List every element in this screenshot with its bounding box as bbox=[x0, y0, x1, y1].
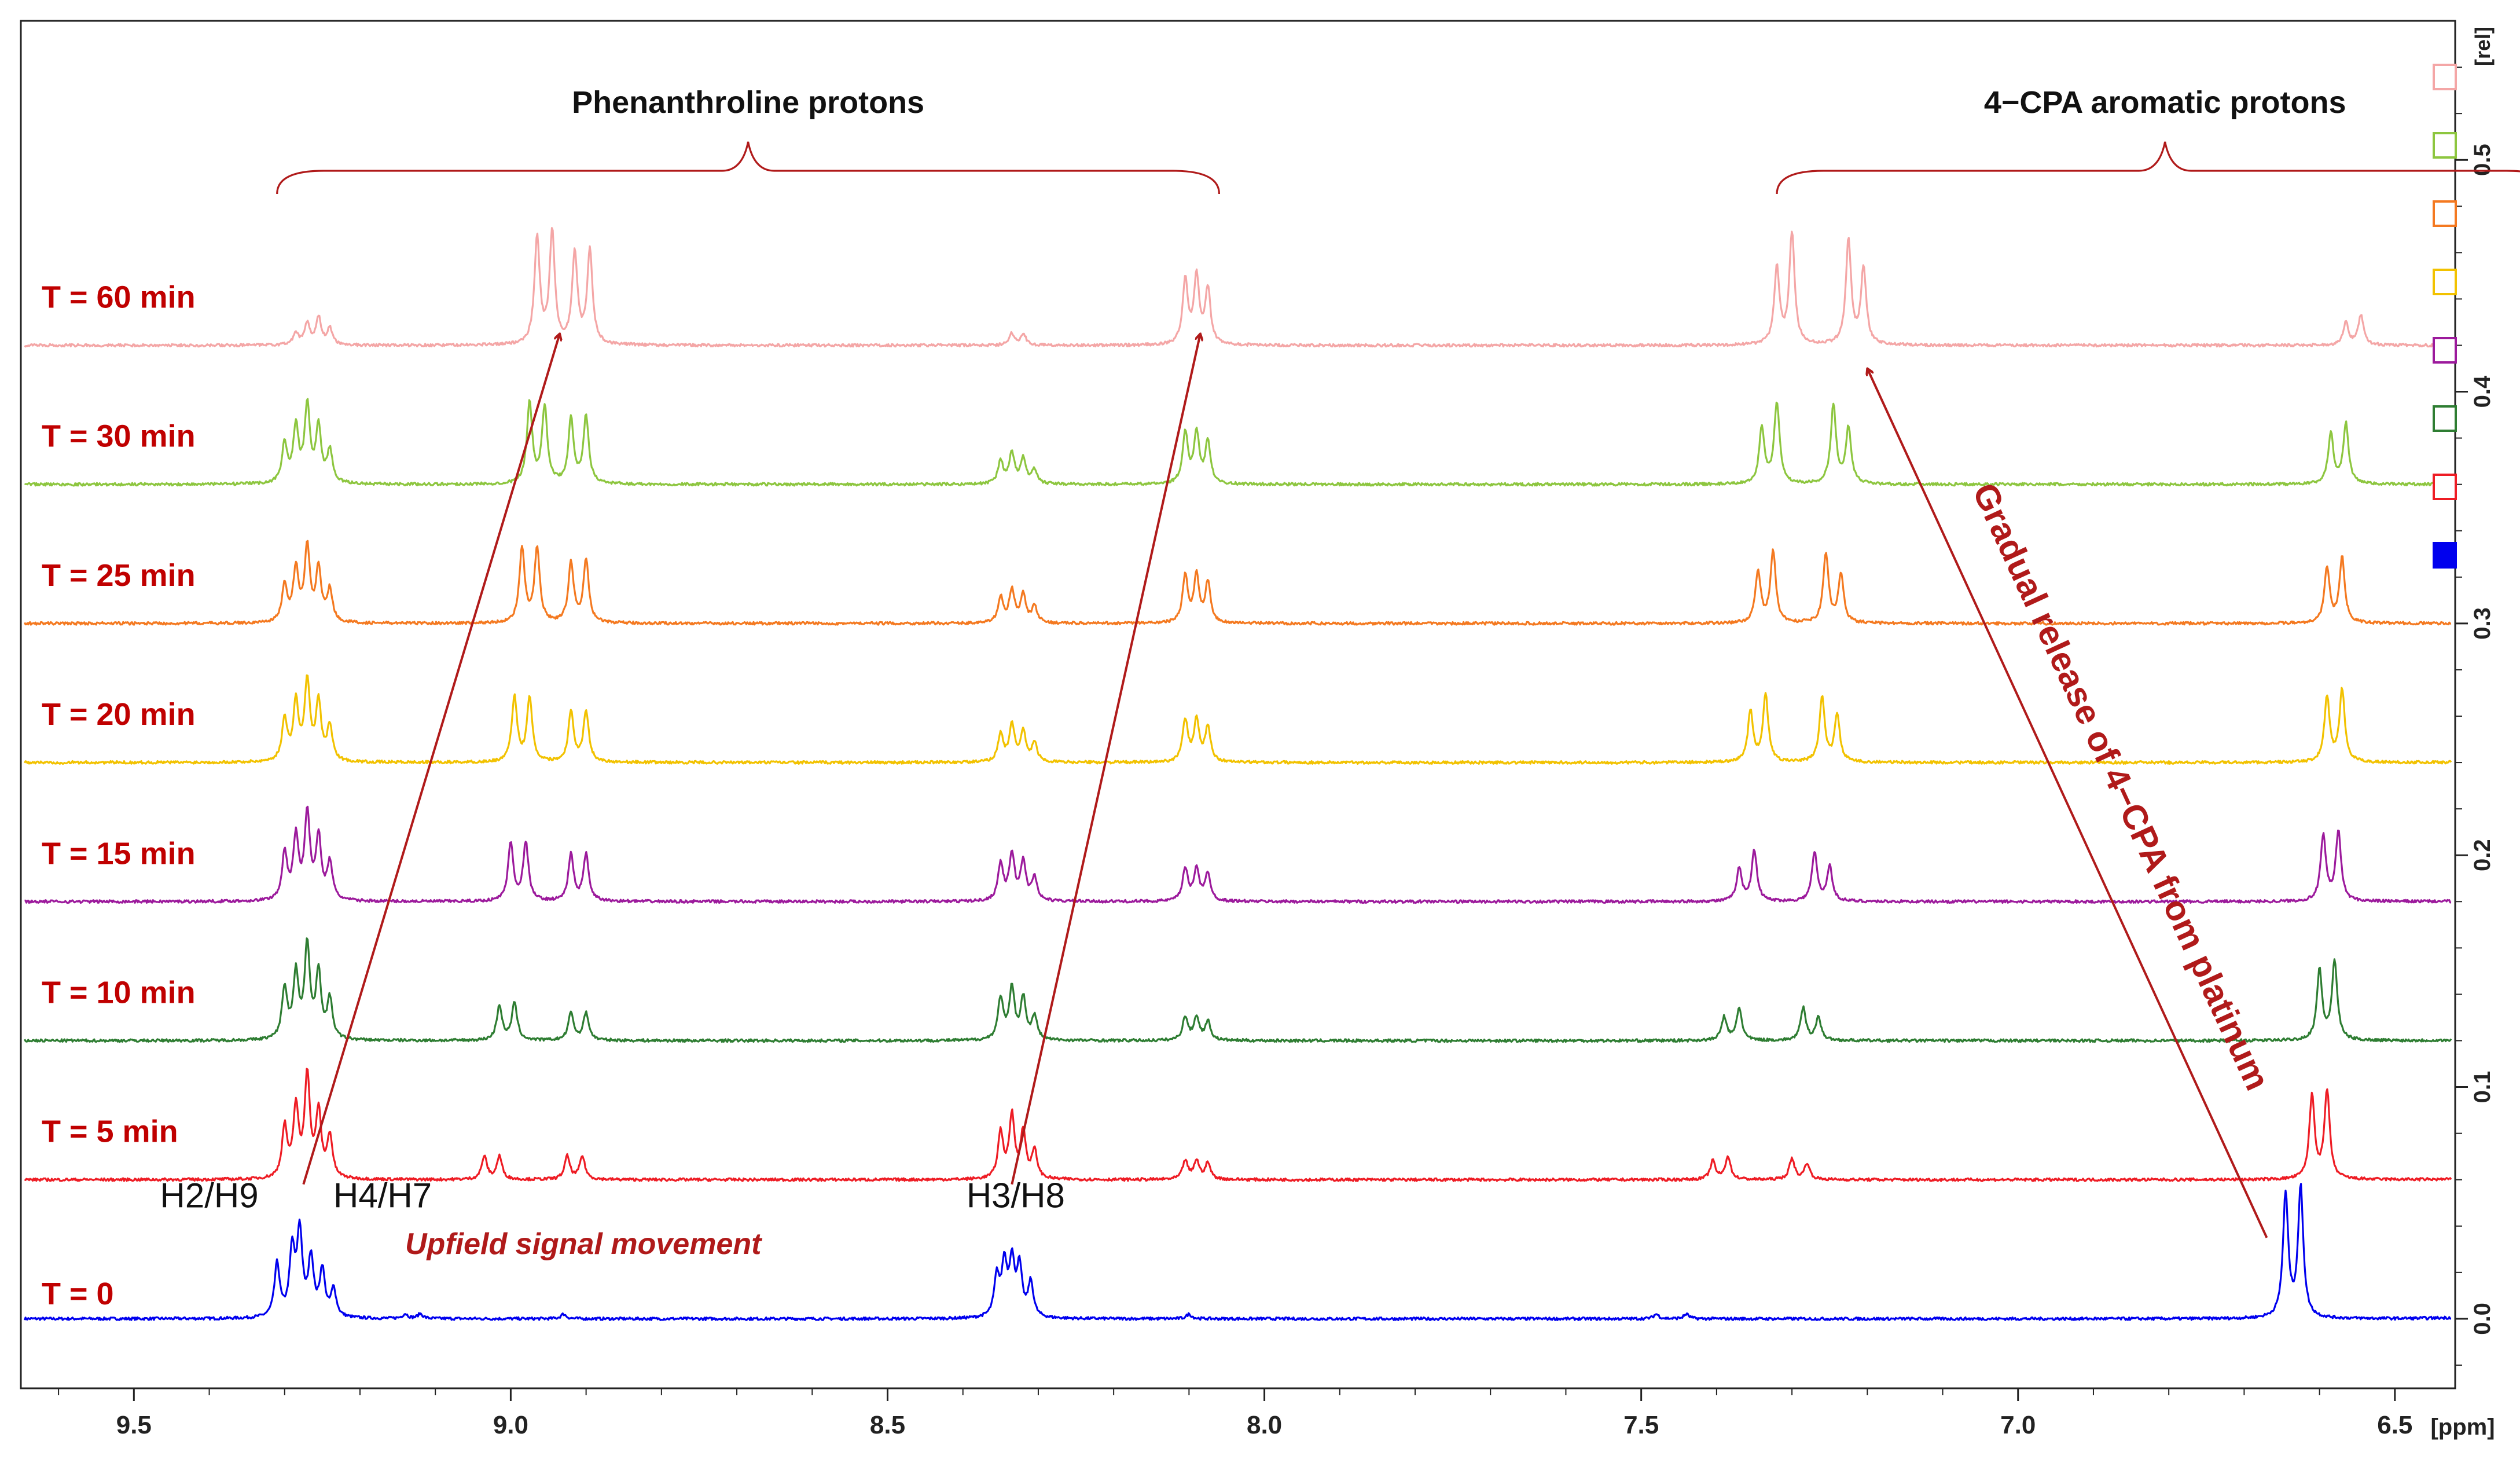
release-annotation: Gradual release of 4−CPA from platinum bbox=[1965, 477, 2277, 1096]
y-tick-label: 0.2 bbox=[2470, 839, 2495, 871]
x-tick-label: 9.5 bbox=[116, 1411, 152, 1439]
group-label-cpa: 4−CPA aromatic protons bbox=[1984, 85, 2346, 120]
legend-swatch-0 bbox=[2433, 64, 2457, 90]
series-label-4: T = 20 min bbox=[42, 697, 196, 732]
x-tick-label: 7.5 bbox=[1623, 1411, 1659, 1439]
spectrum-line-0 bbox=[23, 1183, 2452, 1321]
cpa-brace bbox=[1776, 141, 2520, 195]
series-label-7: T = 60 min bbox=[42, 280, 196, 314]
x-tick-label: 8.0 bbox=[1247, 1411, 1282, 1439]
y-tick-label: 0.1 bbox=[2470, 1071, 2495, 1103]
legend-swatch-7 bbox=[2433, 542, 2457, 569]
spectrum-line-5 bbox=[24, 540, 2452, 626]
series-label-3: T = 15 min bbox=[42, 836, 196, 871]
y-tick-label: 0.4 bbox=[2470, 375, 2495, 408]
legend-swatch-3 bbox=[2433, 269, 2457, 295]
spectrum-line-3 bbox=[24, 805, 2452, 904]
series-label-1: T = 5 min bbox=[42, 1114, 178, 1149]
x-tick-label: 9.0 bbox=[493, 1411, 528, 1439]
series-label-5: T = 25 min bbox=[42, 558, 196, 593]
shift-arrow-2 bbox=[1867, 369, 2268, 1238]
x-tick-label: 8.5 bbox=[870, 1411, 905, 1439]
spectrum-line-1 bbox=[24, 1068, 2452, 1182]
legend-swatch-5 bbox=[2433, 405, 2457, 432]
legend-swatch-4 bbox=[2433, 337, 2457, 364]
peak-label-h2-h9: H2/H9 bbox=[160, 1176, 259, 1215]
legend-swatch-1 bbox=[2433, 132, 2457, 159]
peak-label-h3-h8: H3/H8 bbox=[967, 1176, 1065, 1215]
y-tick-label: 0.0 bbox=[2470, 1303, 2495, 1335]
y-axis-label: [rel] bbox=[2471, 27, 2495, 66]
x-axis-label: [ppm] bbox=[2430, 1414, 2495, 1440]
legend-swatch-6 bbox=[2433, 474, 2457, 500]
shift-arrow-1 bbox=[1011, 333, 1200, 1185]
spectrum-line-7 bbox=[24, 227, 2452, 348]
series-label-0: T = 0 bbox=[42, 1277, 114, 1311]
x-tick-label: 6.5 bbox=[2377, 1411, 2412, 1439]
shift-arrow-0 bbox=[302, 333, 560, 1185]
group-label-phenanthroline: Phenanthroline protons bbox=[572, 85, 924, 120]
spectrum-line-6 bbox=[24, 398, 2452, 487]
phenanthroline-brace bbox=[276, 141, 1221, 195]
plot-frame bbox=[20, 20, 2456, 1389]
spectrum-line-2 bbox=[24, 937, 2452, 1043]
series-label-2: T = 10 min bbox=[42, 975, 196, 1010]
legend-swatch-2 bbox=[2433, 200, 2457, 227]
upfield-movement-label: Upfield signal movement bbox=[405, 1227, 763, 1261]
series-label-6: T = 30 min bbox=[42, 419, 196, 454]
y-tick-label: 0.3 bbox=[2470, 607, 2495, 640]
x-tick-label: 7.0 bbox=[2000, 1411, 2036, 1439]
peak-label-h4-h7: H4/H7 bbox=[333, 1176, 432, 1215]
